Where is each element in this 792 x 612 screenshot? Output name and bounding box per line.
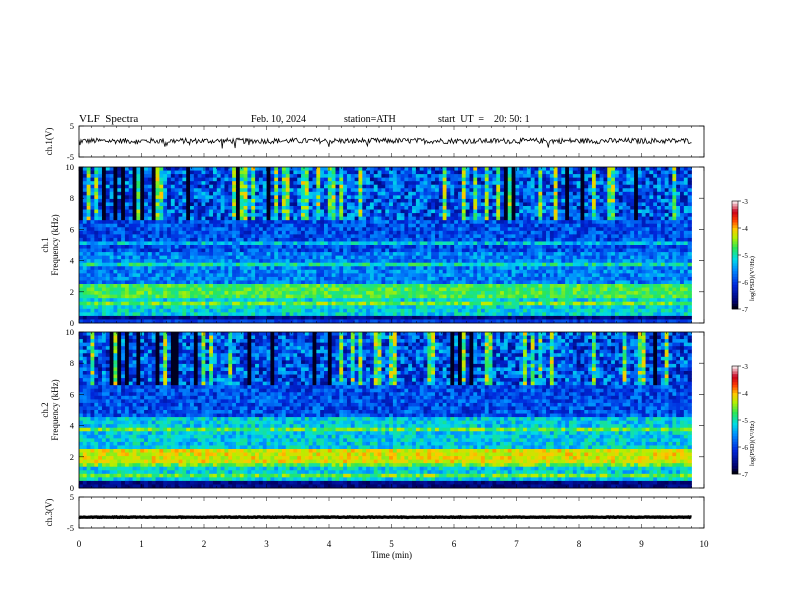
ch3-waveform-trace — [78, 514, 692, 520]
colorbar-tick-label: -3 — [742, 363, 748, 371]
ytick-label: 4 — [70, 421, 75, 431]
ylabel-frequency: Frequency (kHz) — [50, 214, 60, 275]
colorbar-tick-label: -4 — [742, 390, 748, 398]
ytick-label: 10 — [66, 162, 75, 172]
ytick-label: -5 — [67, 152, 74, 162]
station-label: station=ATH — [344, 114, 396, 125]
colorbar-tick-label: -6 — [742, 444, 748, 452]
ytick-label: 6 — [70, 389, 74, 399]
xtick-label: 0 — [77, 539, 82, 549]
xtick-label: 10 — [700, 539, 710, 549]
ytick-label: 2 — [70, 287, 74, 297]
xtick-label: 8 — [577, 539, 582, 549]
x-axis: 0 1 2 3 4 5 6 7 8 9 10 Time (min) — [77, 539, 709, 560]
xtick-label: 2 — [202, 539, 207, 549]
xtick-label: 6 — [452, 539, 457, 549]
ylabel-channel: ch.2 — [40, 402, 50, 417]
colorbar-label: log(PSD)(V²/Hz) — [749, 256, 756, 301]
ylabel-channel: ch.1 — [40, 237, 50, 252]
xtick-label: 3 — [264, 539, 269, 549]
ytick-label: 6 — [70, 224, 74, 234]
colorbar-tick-label: -3 — [742, 198, 748, 206]
xtick-label: 4 — [327, 539, 332, 549]
ch2-spectrogram-cells — [79, 332, 692, 489]
colorbar-tick-label: -5 — [742, 252, 748, 260]
ch1-spectrogram-cells — [79, 167, 692, 324]
ylabel: ch.1(V) — [44, 128, 54, 156]
date-label: Feb. 10, 2024 — [251, 114, 306, 125]
ylabel: ch.3(V) — [44, 499, 54, 527]
xtick-label: 7 — [514, 539, 519, 549]
colorbar-tick-label: -5 — [742, 417, 748, 425]
xtick-label: 5 — [389, 539, 394, 549]
ytick-label: 0 — [70, 318, 74, 328]
chart-title: VLF Spectra — [79, 113, 139, 125]
ytick-label: 0 — [70, 483, 74, 493]
start-time-label: start UT = 20: 50: 1 — [438, 114, 530, 125]
xtick-label: 9 — [639, 539, 644, 549]
ylabel-frequency: Frequency (kHz) — [50, 379, 60, 440]
xaxis-label: Time (min) — [371, 550, 412, 560]
colorbar-tick-label: -7 — [742, 306, 748, 314]
ytick-label: 2 — [70, 452, 74, 462]
colorbar-tick-label: -7 — [742, 471, 748, 479]
ytick-label: 4 — [70, 256, 75, 266]
ytick-label: 10 — [66, 327, 75, 337]
ch1-waveform-panel: ch.1(V) 5 -5 — [44, 121, 705, 162]
ytick-label: 8 — [70, 193, 74, 203]
ytick-label: 5 — [70, 492, 74, 502]
ch3-waveform-panel: ch.3(V) 5 -5 — [44, 492, 705, 533]
ch1-waveform-trace — [78, 136, 692, 149]
ytick-label: 8 — [70, 358, 74, 368]
colorbar-label: log(PSD)(V²/Hz) — [749, 421, 756, 466]
colorbar-tick-label: -6 — [742, 279, 748, 287]
colorbar-tick-label: -4 — [742, 225, 748, 233]
ytick-label: -5 — [67, 523, 74, 533]
xtick-label: 1 — [139, 539, 144, 549]
ytick-label: 5 — [70, 121, 74, 131]
ch3-waveform-frame — [78, 496, 705, 529]
